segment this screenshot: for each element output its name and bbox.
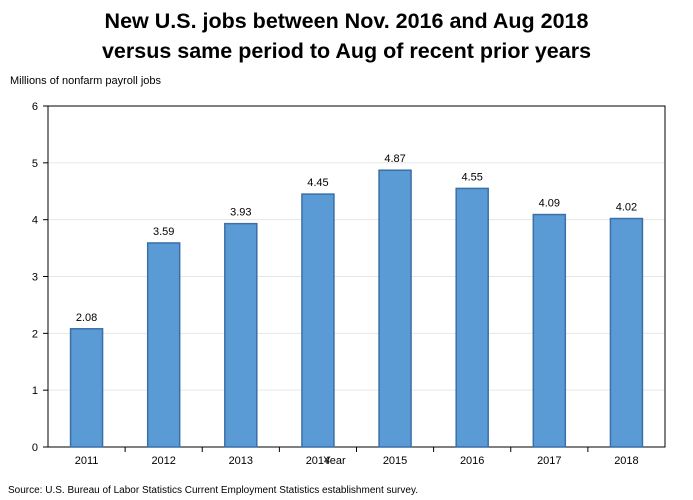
x-axis-label: Year xyxy=(323,455,346,467)
data-label-2015: 4.87 xyxy=(384,153,405,165)
bar-2012 xyxy=(146,242,181,448)
y-tick-label: 4 xyxy=(32,215,38,227)
data-label-2011: 2.08 xyxy=(76,312,97,324)
data-label-2017: 4.09 xyxy=(539,198,560,210)
x-tick-label-2018: 2018 xyxy=(614,455,638,467)
y-tick-label: 2 xyxy=(32,328,38,340)
data-label-2014: 4.45 xyxy=(307,177,328,189)
data-label-2012: 3.59 xyxy=(153,226,174,238)
x-tick-label-2016: 2016 xyxy=(460,455,484,467)
bar-2011 xyxy=(69,328,104,448)
x-tick-label-2015: 2015 xyxy=(383,455,407,467)
y-tick-label: 0 xyxy=(32,442,38,454)
bar-2015 xyxy=(378,169,412,448)
y-axis-label: Millions of nonfarm payroll jobs xyxy=(10,75,162,87)
y-tick-label: 6 xyxy=(32,101,38,113)
bar-2016 xyxy=(455,187,489,448)
bar-2013 xyxy=(224,222,258,448)
chart-title: New U.S. jobs between Nov. 2016 and Aug … xyxy=(0,6,693,66)
x-tick-label-2013: 2013 xyxy=(229,455,253,467)
chart-title-line-1: New U.S. jobs between Nov. 2016 and Aug … xyxy=(104,9,589,33)
y-tick-label: 1 xyxy=(32,385,38,397)
bar-2018 xyxy=(609,217,644,448)
x-tick-label-2012: 2012 xyxy=(151,455,175,467)
data-label-2013: 3.93 xyxy=(230,207,251,219)
y-tick-label: 3 xyxy=(32,272,38,284)
source-note: Source: U.S. Bureau of Labor Statistics … xyxy=(8,485,418,496)
y-tick-label: 5 xyxy=(32,158,38,170)
data-label-2018: 4.02 xyxy=(616,202,637,214)
data-label-2016: 4.55 xyxy=(461,171,482,183)
bar-chart: 0 1 2 3 4 5 6 2.08 2011 3.59 2012 3.93 2013 4.45 2014 4… xyxy=(32,101,666,467)
bar-2017 xyxy=(532,213,567,448)
bar-2014 xyxy=(301,193,335,448)
x-tick-label-2017: 2017 xyxy=(537,455,561,467)
x-tick-label-2011: 2011 xyxy=(75,455,99,467)
chart-title-line-2: versus same period to Aug of recent prio… xyxy=(101,39,592,63)
x-tick-label-2014: 2014 xyxy=(306,455,330,467)
